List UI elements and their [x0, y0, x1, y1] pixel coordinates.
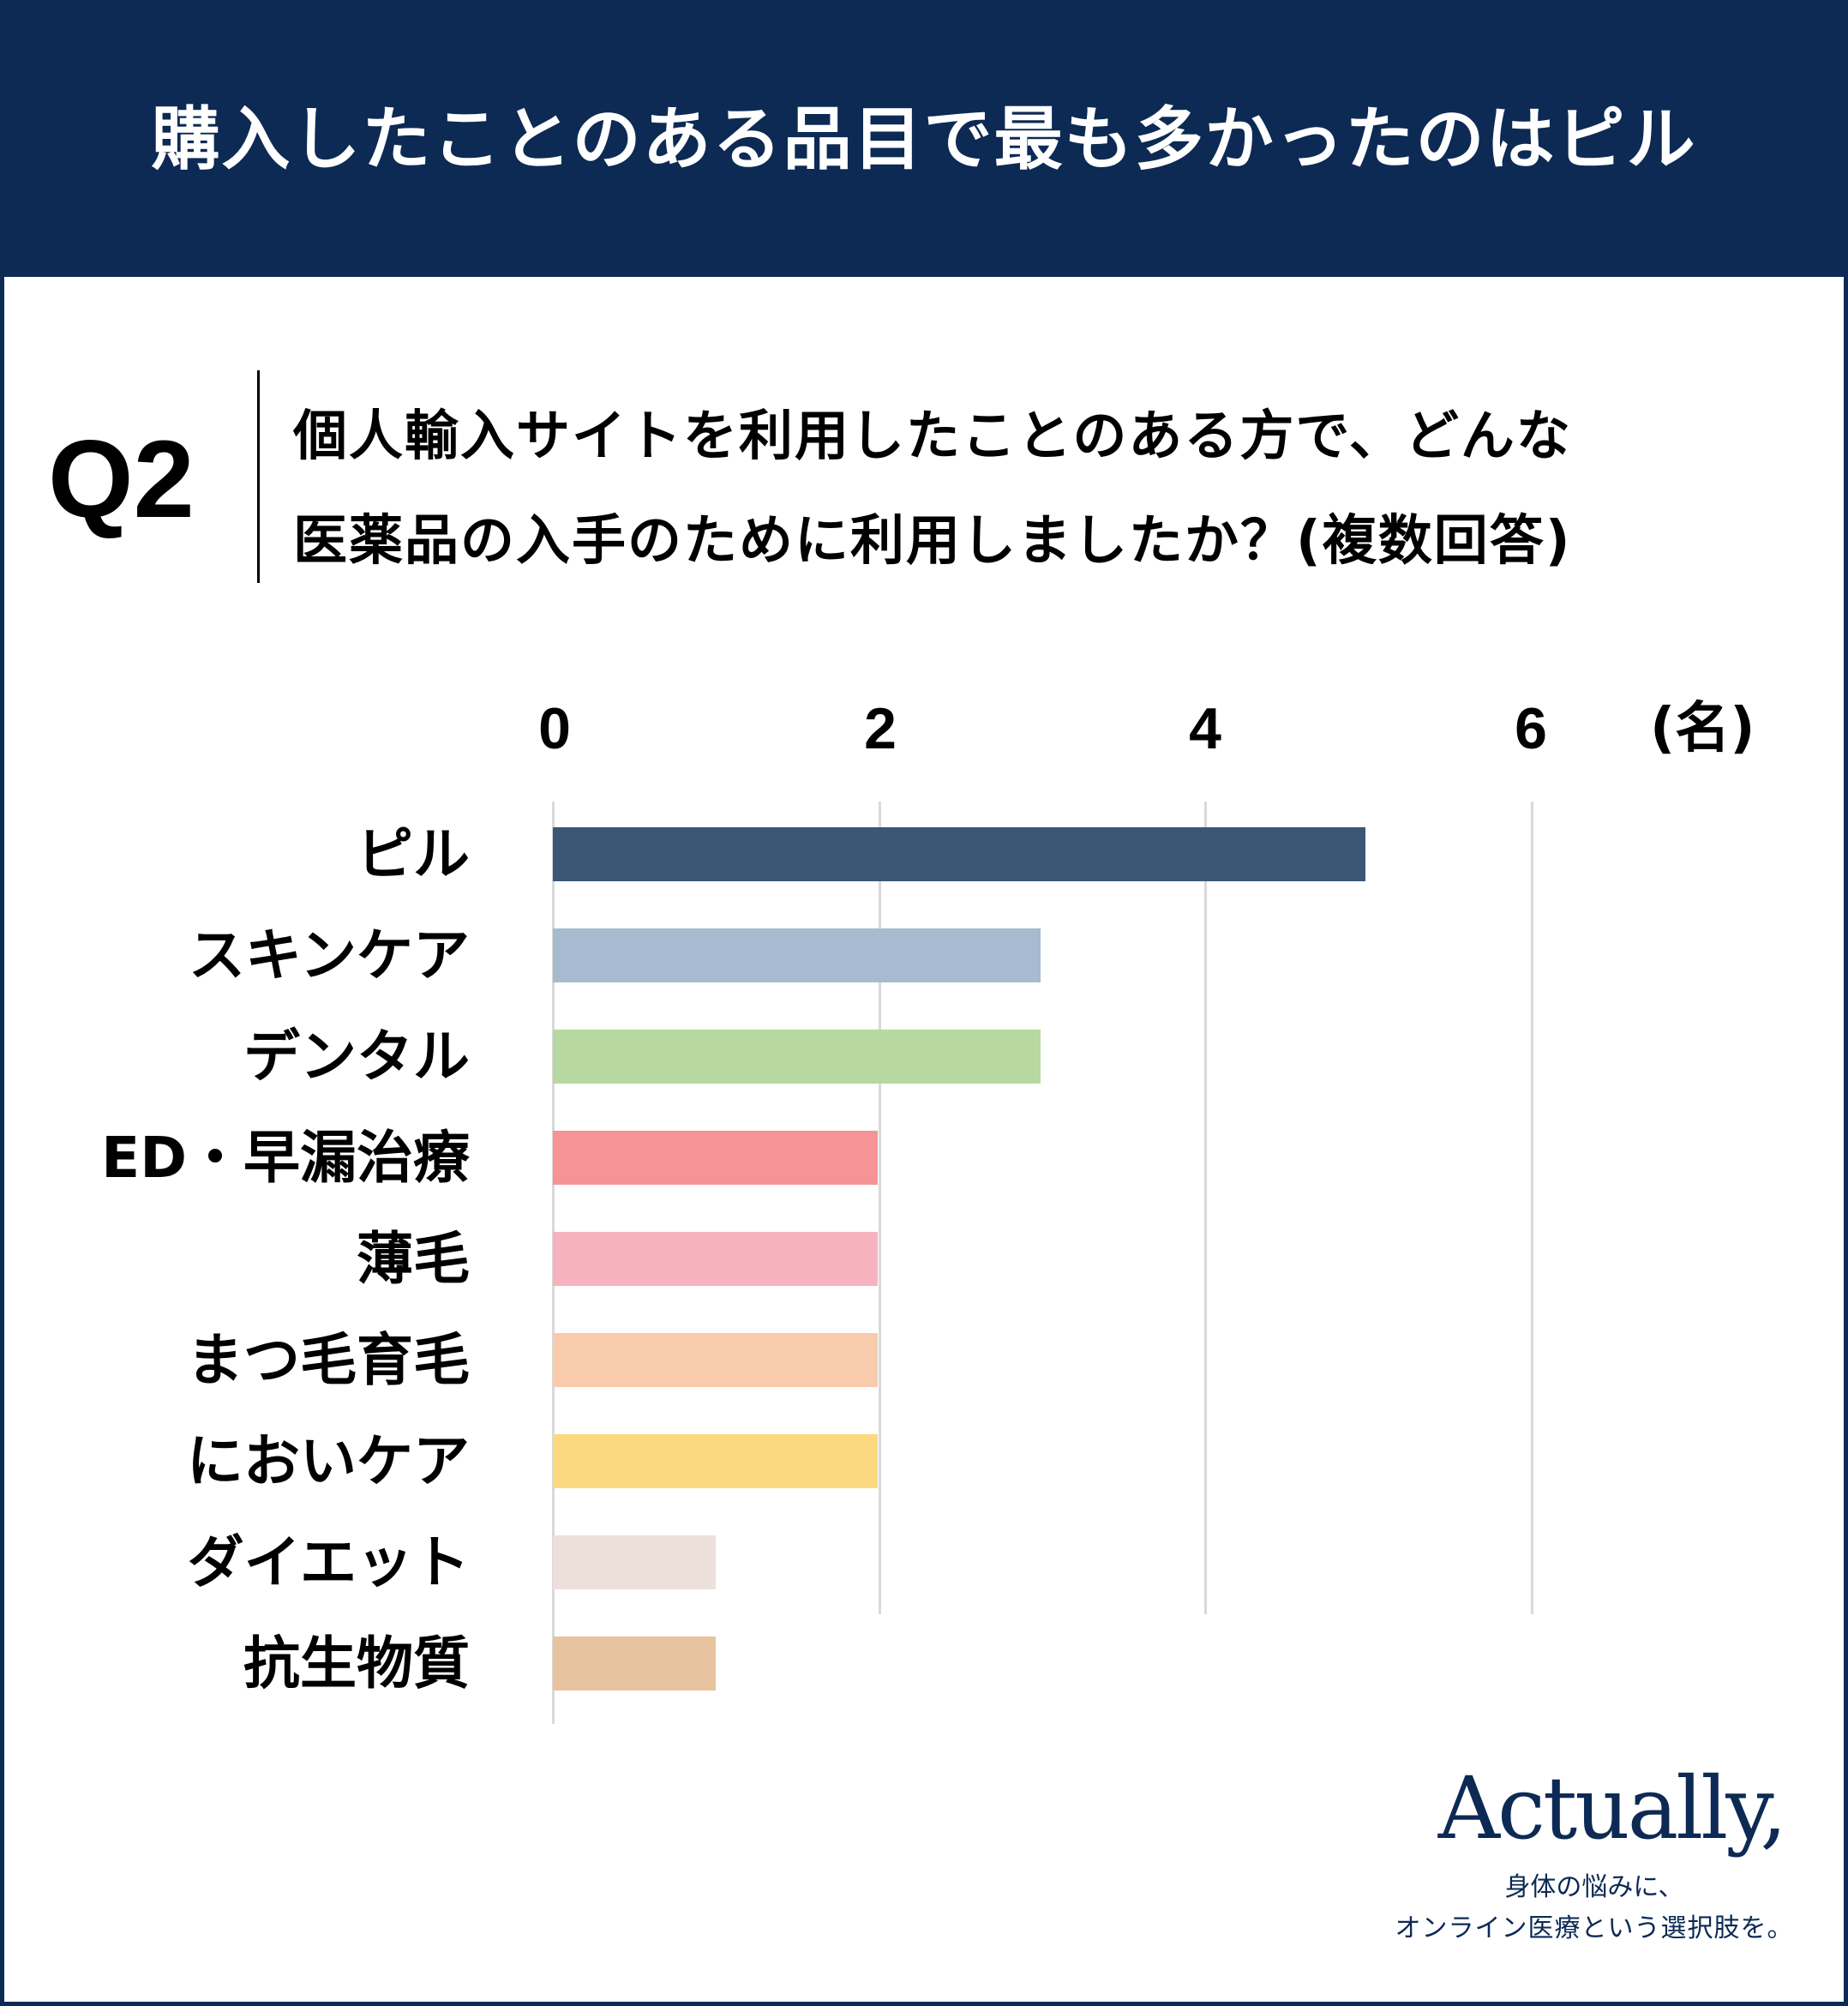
bar — [553, 1535, 716, 1589]
x-tick-2: 2 — [864, 696, 897, 761]
gridline-2 — [879, 802, 881, 1614]
question-text: 個人輸入サイトを利用したことのある方で、どんな 医薬品の入手のために利用しました… — [293, 384, 1827, 593]
brand-tagline-1: 身体の悩みに、 — [1504, 1872, 1684, 1902]
bar — [553, 1637, 716, 1691]
bar-row: スキンケア — [0, 922, 1848, 988]
bar — [553, 928, 1041, 982]
question-line-2: 医薬品の入手のために利用しましたか？(複数回答) — [293, 509, 1572, 572]
bar-label: まつ毛育毛 — [187, 1327, 470, 1393]
question-number: Q2 — [48, 418, 195, 541]
bar-row: デンタル — [0, 1024, 1848, 1090]
bar-label: スキンケア — [188, 922, 470, 988]
x-tick-0: 0 — [538, 696, 571, 761]
header-banner: 購入したことのある品目で最も多かったのはピル — [0, 0, 1848, 277]
gridline-6 — [1531, 802, 1533, 1614]
header-title: 購入したことのある品目で最も多かったのはピル — [151, 99, 1697, 179]
brand-tagline-2: オンライン医療という選択肢を。 — [1395, 1913, 1794, 1943]
bar — [553, 1232, 879, 1286]
x-tick-4: 4 — [1189, 696, 1221, 761]
bar — [553, 1434, 879, 1488]
gridline-4 — [1204, 802, 1207, 1614]
bar — [553, 827, 1365, 881]
content-panel — [4, 277, 1844, 2002]
bar — [553, 1131, 879, 1185]
x-tick-6: 6 — [1515, 696, 1547, 761]
bar-row: 抗生物質 — [0, 1631, 1848, 1697]
bar-label: 抗生物質 — [243, 1631, 470, 1697]
bar-row: ED・早漏治療 — [0, 1125, 1848, 1191]
bar-label: においケア — [187, 1428, 470, 1494]
bar — [553, 1333, 879, 1387]
bar-row: まつ毛育毛 — [0, 1327, 1848, 1393]
bar-row: 薄毛 — [0, 1226, 1848, 1292]
question-line-1: 個人輸入サイトを利用したことのある方で、どんな — [293, 405, 1572, 467]
bar — [553, 1030, 1041, 1084]
bar-label: ダイエット — [187, 1529, 470, 1595]
bar-label: デンタル — [243, 1024, 470, 1090]
bar-label: ピル — [357, 821, 470, 887]
x-axis-unit: (名) — [1650, 697, 1755, 760]
bar-row: ダイエット — [0, 1529, 1848, 1595]
bar-row: ピル — [0, 821, 1848, 887]
bar-row: においケア — [0, 1428, 1848, 1494]
bar-label: 薄毛 — [357, 1226, 470, 1292]
brand-logo: Actually, — [1437, 1758, 1787, 1859]
bar-label: ED・早漏治療 — [101, 1125, 470, 1191]
question-divider — [257, 370, 260, 583]
